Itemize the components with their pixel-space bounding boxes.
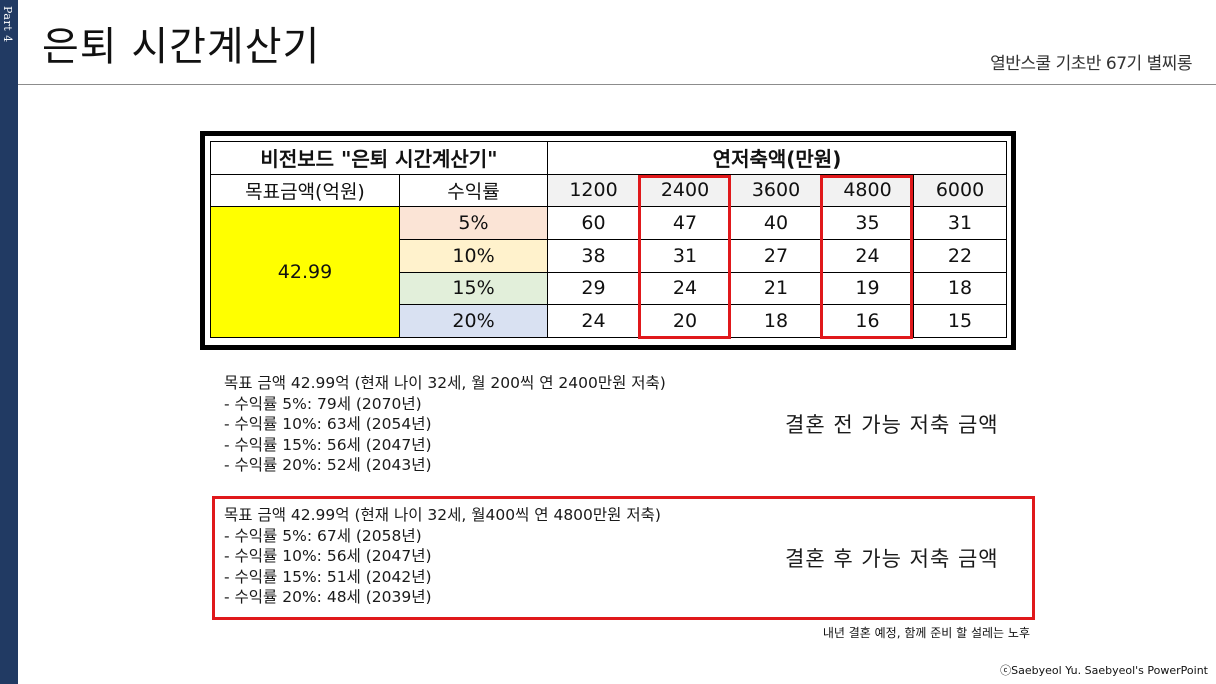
- rate-cell: 20%: [398, 304, 549, 338]
- table-cell: 18: [913, 271, 1008, 306]
- table-cell: 35: [821, 206, 915, 240]
- year-header: 1200: [547, 173, 641, 208]
- after-marriage-notes: 목표 금액 42.99억 (현재 나이 32세, 월400씩 연 4800만원 …: [224, 505, 661, 608]
- table-cell: 18: [730, 304, 823, 338]
- vision-board-header: 비전보드 "은퇴 시간계산기": [209, 141, 549, 175]
- side-bar: Part 4: [0, 0, 18, 684]
- table-cell: 47: [639, 206, 732, 240]
- year-header: 3600: [730, 173, 823, 208]
- note-line: - 수익률 5%: 67세 (2058년): [224, 526, 422, 545]
- year-header: 4800: [821, 173, 915, 208]
- table-cell: 31: [639, 238, 732, 273]
- note-line: - 수익률 20%: 48세 (2039년): [224, 588, 432, 606]
- note-line: - 수익률 10%: 63세 (2054년): [224, 415, 432, 433]
- note-line: - 수익률 10%: 56세 (2047년): [224, 547, 432, 565]
- table-row: 20% 24 20 18 16 15: [211, 304, 1008, 338]
- note-line: - 수익률 5%: 79세 (2070년): [224, 394, 422, 413]
- before-marriage-notes: 목표 금액 42.99억 (현재 나이 32세, 월 200씩 연 2400만원…: [224, 373, 666, 476]
- goal-amount-value: 42.99: [210, 206, 400, 338]
- table-cell: 16: [821, 304, 915, 338]
- annual-savings-header: 연저축액(만원): [547, 141, 1008, 175]
- table-cell: 60: [547, 206, 641, 240]
- rate-cell: 5%: [398, 206, 549, 240]
- before-marriage-label: 결혼 전 가능 저축 금액: [785, 413, 999, 437]
- table-cell: 27: [730, 238, 823, 273]
- year-header: 6000: [913, 173, 1008, 208]
- table-row: 15% 29 24 21 19 18: [211, 271, 1008, 306]
- note-line: 목표 금액 42.99억 (현재 나이 32세, 월400씩 연 4800만원 …: [224, 506, 661, 524]
- table-cell: 24: [547, 304, 641, 338]
- retirement-table: 비전보드 "은퇴 시간계산기" 연저축액(만원) 목표금액(억원) 수익률 12…: [209, 141, 1008, 338]
- table-row: 10% 38 31 27 24 22: [211, 238, 1008, 273]
- rate-header: 수익률: [398, 173, 549, 208]
- part-label: Part 4: [1, 6, 14, 43]
- after-marriage-label: 결혼 후 가능 저축 금액: [785, 547, 999, 571]
- note-line: 목표 금액 42.99억 (현재 나이 32세, 월 200씩 연 2400만원…: [224, 374, 666, 392]
- note-line: - 수익률 15%: 51세 (2042년): [224, 567, 432, 586]
- table-cell: 20: [639, 304, 732, 338]
- rate-cell: 10%: [398, 238, 549, 273]
- rate-cell: 15%: [398, 271, 549, 306]
- table-row: 42.99 5% 60 47 40 35 31: [210, 206, 1008, 338]
- copyright: ⓒSaebyeol Yu. Saebyeol's PowerPoint: [1000, 664, 1208, 677]
- header-divider: [18, 84, 1216, 85]
- after-marriage-box: [212, 496, 1035, 620]
- footnote: 내년 결혼 예정, 함께 준비 할 설레는 노후: [822, 626, 1030, 640]
- table-cell: 19: [821, 271, 915, 306]
- table-subheader-row: 목표금액(억원) 수익률 1200 2400 3600 4800 6000: [210, 173, 1008, 208]
- goal-amount-header: 목표금액(억원): [210, 173, 400, 208]
- table-cell: 31: [913, 206, 1008, 240]
- note-line: - 수익률 20%: 52세 (2043년): [224, 456, 432, 474]
- page-title: 은퇴 시간계산기: [42, 24, 321, 70]
- table-header-row: 비전보드 "은퇴 시간계산기" 연저축액(만원): [209, 141, 1008, 175]
- table-cell: 38: [547, 238, 641, 273]
- table-cell: 40: [730, 206, 823, 240]
- table-cell: 24: [821, 238, 915, 273]
- page-subtitle: 열반스쿨 기초반 67기 별찌롱: [990, 54, 1192, 74]
- table-cell: 21: [730, 271, 823, 306]
- note-line: - 수익률 15%: 56세 (2047년): [224, 435, 432, 454]
- table-cell: 22: [913, 238, 1008, 273]
- table-cell: 29: [547, 271, 641, 306]
- retirement-table-frame: 비전보드 "은퇴 시간계산기" 연저축액(만원) 목표금액(억원) 수익률 12…: [200, 131, 1016, 350]
- table-cell: 15: [913, 304, 1008, 338]
- year-header: 2400: [639, 173, 732, 208]
- table-cell: 24: [639, 271, 732, 306]
